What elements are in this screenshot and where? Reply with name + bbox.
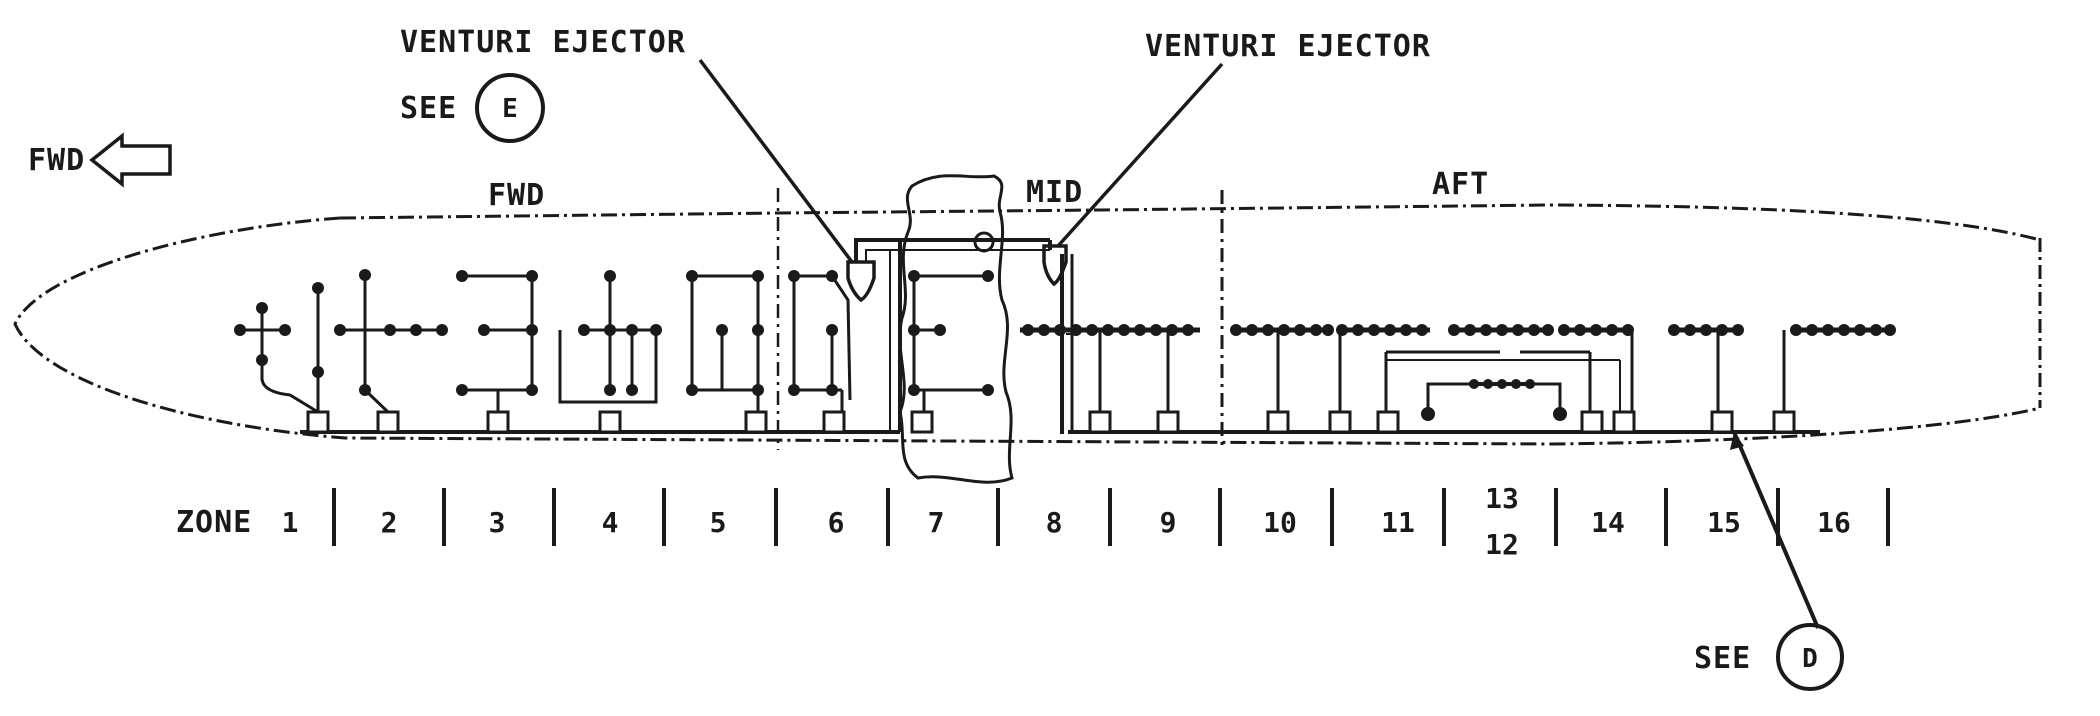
zone-label: 9 [1160, 506, 1177, 539]
main-supply-duct [300, 254, 1820, 434]
zone-prefix-label: ZONE [176, 505, 252, 540]
zone-label: 14 [1591, 506, 1625, 539]
see-d-label: SEE [1694, 641, 1751, 676]
see-e-label: SEE [400, 91, 457, 126]
fwd-direction-label: FWD [28, 143, 85, 178]
zone-label-stacked: 12 [1485, 528, 1519, 561]
zone-label: 8 [1046, 506, 1063, 539]
zone-label: 5 [710, 506, 727, 539]
zone-label: 6 [828, 506, 845, 539]
section-fwd-label: FWD [488, 178, 545, 213]
leader-arrowhead [1730, 432, 1744, 450]
venturi-ejector-label-right: VENTURI EJECTOR [1145, 29, 1431, 64]
fwd-distribution-network [240, 238, 1050, 432]
zone-label: 2 [381, 506, 398, 539]
leader-line-ejector-left [698, 58, 854, 264]
mid-valve-circle [973, 231, 995, 253]
zone-label: 15 [1707, 506, 1741, 539]
leader-line-ejector-right [1056, 62, 1224, 248]
zone-label: 4 [602, 506, 619, 539]
section-aft-label: AFT [1432, 167, 1489, 202]
see-e-callout-circle [475, 73, 545, 143]
leader-line-see-d [1732, 431, 1820, 629]
venturi-ejector-label-left: VENTURI EJECTOR [400, 25, 686, 60]
zone-label: 13 [1485, 482, 1519, 515]
zone-label: 11 [1381, 506, 1415, 539]
zone-label: 3 [489, 506, 506, 539]
section-dividers [776, 188, 1224, 450]
see-d-letter: D [1802, 644, 1818, 674]
zone-label: 7 [928, 506, 945, 539]
section-mid-label: MID [1026, 175, 1083, 210]
fwd-arrow-icon [89, 132, 172, 188]
mid-aft-manifolds [1020, 327, 1890, 412]
venturi-ejector-right [1042, 244, 1068, 287]
fwd-distribution-nodes [234, 269, 994, 396]
mid-section-cutout [898, 174, 1014, 484]
zone-label: 1 [282, 506, 299, 539]
manifold-nodes [1022, 324, 1896, 421]
venturi-ejector-left [846, 260, 876, 303]
floor-outlets [306, 410, 1796, 434]
see-e-letter: E [502, 94, 518, 124]
zone-scale: ZONE 1 2 3 4 5 6 7 8 9 10 11 13 1 [176, 482, 1890, 561]
zone-label: 16 [1817, 506, 1851, 539]
fuselage-outline [13, 203, 2042, 446]
zone-label: 10 [1263, 506, 1297, 539]
see-d-callout-circle [1776, 623, 1844, 691]
